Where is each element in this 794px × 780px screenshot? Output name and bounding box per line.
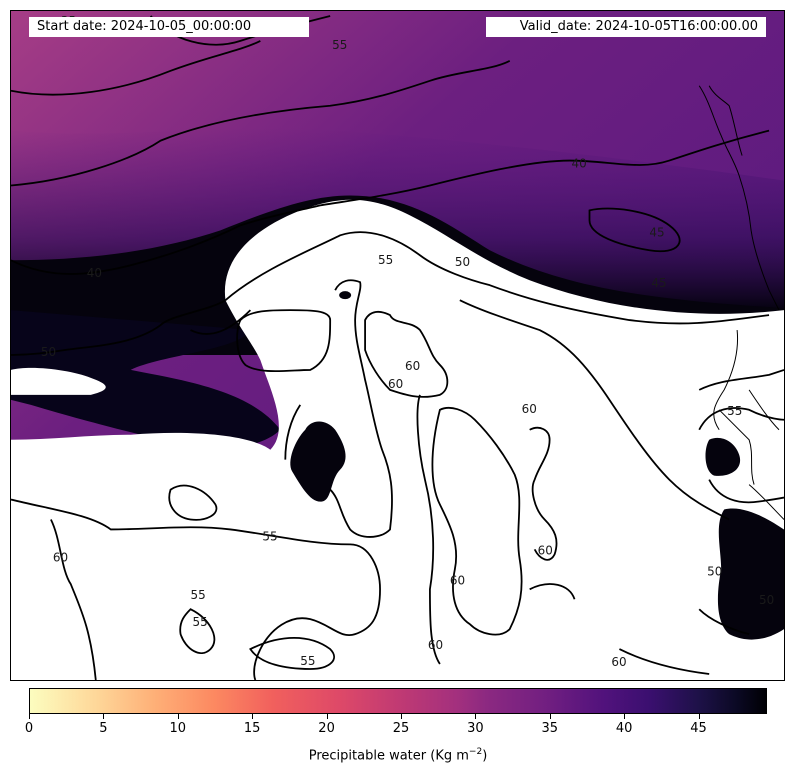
contour-lines	[11, 15, 784, 680]
colorbar-tick	[103, 714, 105, 719]
colorbar-gradient	[30, 689, 766, 713]
colorbar-tick	[177, 714, 179, 719]
colorbar-tick	[252, 714, 254, 719]
contour-label: 60	[538, 543, 553, 557]
colorbar	[29, 688, 767, 714]
colorbar-tick	[549, 714, 551, 719]
contour-label: 40	[87, 266, 102, 280]
contour-label: 50	[759, 593, 774, 607]
contour-label: 55	[727, 404, 742, 418]
colorbar-title: Precipitable water (Kg m−2)	[309, 747, 488, 763]
colorbar-tick-label: 40	[615, 721, 633, 736]
colorbar-tick-label: 20	[318, 721, 335, 736]
colorbar-tick-label: 25	[392, 721, 410, 736]
contour-label: 55	[332, 38, 347, 52]
precipitable-water-map: 35 40 40 45 45 50 55 50 50 60 60 60 55 5…	[10, 10, 785, 681]
contour-label: 50	[707, 564, 722, 578]
colorbar-title-exponent: −2	[468, 747, 483, 757]
map-canvas: 35 40 40 45 45 50 55 50 50 60 60 60 55 5…	[11, 11, 784, 680]
colorbar-tick	[326, 714, 328, 719]
colorbar-title-prefix: Precipitable water (Kg m	[308, 748, 469, 764]
contour-label: 55	[262, 529, 277, 543]
contour-label: 60	[611, 655, 626, 669]
colorbar-tick	[624, 714, 626, 719]
colorbar-tick-label: 15	[243, 721, 261, 736]
small-island-1	[339, 291, 352, 300]
colorbar-tick	[698, 714, 700, 719]
colorbar-title-suffix: )	[482, 748, 488, 764]
contour-label: 55	[378, 253, 393, 267]
contour-label: 45	[651, 276, 666, 290]
contour-label: 50	[455, 255, 470, 269]
contour-label: 50	[41, 345, 56, 359]
contour-label: 60	[405, 359, 420, 373]
colorbar-tick	[400, 714, 402, 719]
contour-label: 60	[428, 638, 443, 652]
colorbar-tick-label: 45	[690, 721, 707, 736]
valid-date-label: Valid_date: 2024-10-05T16:00:00.00	[486, 17, 766, 37]
left-dark-tongue	[11, 310, 281, 449]
contour-label: 60	[388, 377, 403, 391]
contour-label: 40	[572, 157, 587, 171]
colorbar-tick-label: 10	[169, 721, 187, 736]
colorbar-tick-label: 35	[541, 721, 559, 736]
contour-label: 60	[450, 573, 465, 587]
dark-island-east	[705, 437, 784, 640]
colorbar-tick	[475, 714, 477, 719]
colorbar-tick-label: 30	[467, 721, 484, 736]
start-date-label: Start date: 2024-10-05_00:00:00	[29, 17, 309, 37]
saturated-region	[11, 199, 784, 680]
colorbar-tick	[29, 714, 30, 719]
contour-label: 55	[193, 615, 208, 629]
colorbar-tick-label: 0	[24, 721, 34, 736]
contour-label: 55	[300, 654, 315, 668]
coastlines	[698, 85, 784, 520]
contour-label: 45	[649, 225, 664, 239]
colorbar-tick-label: 5	[99, 721, 108, 736]
dark-island-center	[290, 421, 346, 502]
contour-label: 60	[522, 402, 537, 416]
contour-label: 60	[53, 550, 68, 564]
contour-label: 55	[191, 588, 206, 602]
